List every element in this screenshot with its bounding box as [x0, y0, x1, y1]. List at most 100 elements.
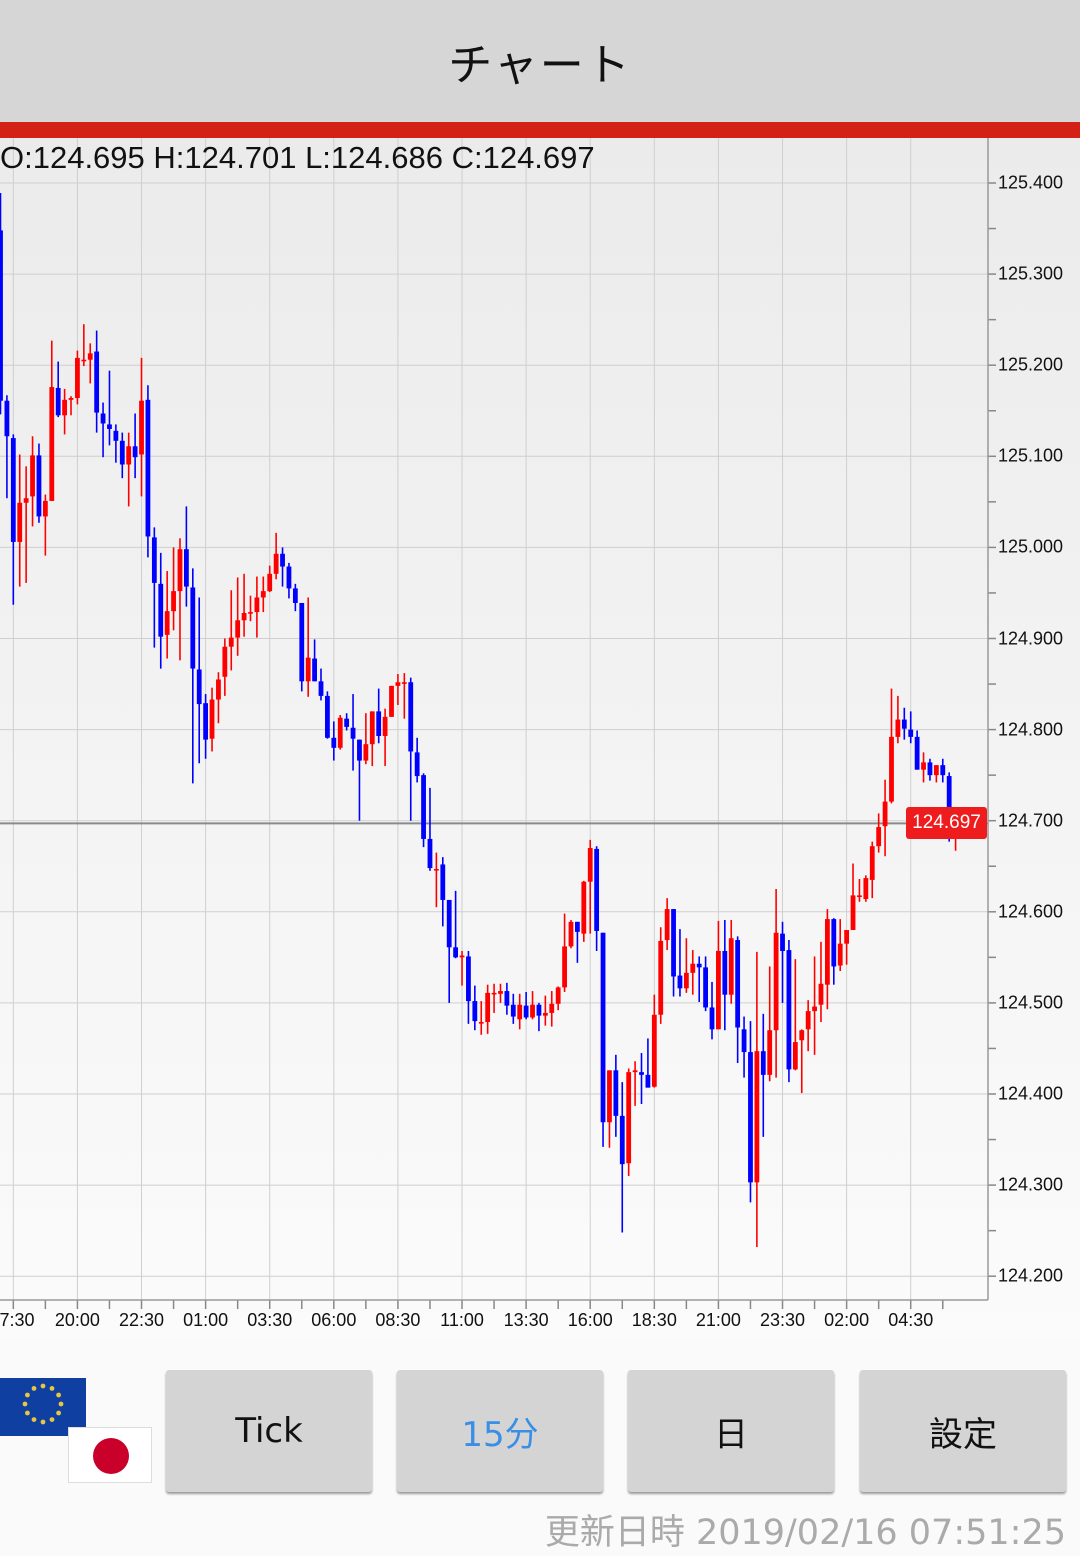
candle-body-down	[145, 399, 151, 537]
eu-flag-icon[interactable]	[0, 1378, 86, 1436]
candle-body-down	[600, 932, 606, 1123]
candle-body-down	[786, 950, 792, 1070]
candle-body-down	[613, 1070, 619, 1116]
x-tick-label: 01:00	[183, 1310, 229, 1330]
eu-star	[31, 1386, 37, 1391]
eu-stars-icon	[22, 1383, 64, 1425]
candle-body-up	[401, 682, 407, 684]
candle-body-up	[805, 1011, 811, 1030]
candle-body-up	[62, 399, 67, 416]
candle-body-up	[267, 573, 273, 592]
candle-body-down	[94, 351, 100, 413]
candle-body-up	[754, 1051, 760, 1183]
candle-body-down	[453, 947, 459, 958]
candle-body-down	[523, 1005, 529, 1018]
candle-body-up	[228, 637, 234, 647]
japan-flag-icon[interactable]	[68, 1427, 152, 1483]
candle-body-up	[549, 1003, 555, 1013]
candle-body-down	[575, 921, 580, 932]
y-tick-label: 125.000	[998, 536, 1064, 557]
x-tick-label: 06:00	[311, 1310, 357, 1330]
candle-body-down	[113, 430, 119, 441]
candle-body-down	[594, 848, 600, 931]
candle-body-down	[831, 919, 837, 967]
japan-flag-sun	[93, 1438, 129, 1474]
x-tick-label: 23:30	[759, 1310, 806, 1330]
candle-body-down	[908, 729, 914, 737]
candle-body-down	[466, 956, 471, 1002]
candle-body-up	[792, 1042, 798, 1070]
candle-body-up	[23, 498, 29, 503]
candle-body-down	[427, 838, 433, 869]
candle-body-up	[690, 963, 696, 973]
chart-canvas[interactable]	[0, 138, 1080, 1338]
candle-body-down	[286, 566, 292, 589]
candle-body-up	[933, 765, 939, 776]
candle-body-up	[126, 446, 132, 465]
candle-body-down	[183, 549, 189, 587]
candle-body-up	[517, 1004, 523, 1020]
candle-body-down	[190, 587, 196, 669]
candle-body-down	[132, 446, 138, 458]
x-tick-label: 22:30	[118, 1310, 165, 1330]
daily-button-label: 日	[714, 1414, 748, 1455]
candle-body-up	[542, 1012, 548, 1016]
candle-body-up	[305, 657, 311, 682]
candle-body-down	[107, 424, 112, 429]
candle-body-up	[876, 827, 882, 847]
candle-body-up	[273, 553, 279, 574]
eu-star	[22, 1401, 28, 1407]
candle-body-up	[248, 612, 253, 614]
candle-body-down	[36, 455, 42, 517]
candle-body-up	[728, 938, 734, 995]
x-tick-label: 18:30	[631, 1310, 677, 1330]
candle-body-up	[799, 1030, 805, 1041]
candle-body-up	[389, 685, 394, 717]
candle-body-down	[703, 967, 708, 1008]
candle-body-up	[87, 353, 93, 360]
candle-body-down	[318, 681, 324, 696]
candle-body-up	[683, 972, 689, 989]
candle-body-up	[767, 1030, 773, 1075]
candle-body-down	[645, 1074, 651, 1088]
last-updated-timestamp: 更新日時 2019/02/16 07:51:25	[544, 1513, 1066, 1553]
candle-body-up	[337, 717, 343, 748]
ohlc-readout: O:124.695 H:124.701 L:124.686 C:124.697	[0, 140, 595, 175]
candle-body-down	[196, 669, 202, 705]
15min-button[interactable]: 15分	[397, 1370, 603, 1492]
candle-body-up	[30, 455, 35, 497]
15min-button-label: 15分	[461, 1414, 539, 1455]
candle-body-down	[619, 1115, 625, 1165]
candle-body-up	[260, 591, 266, 598]
candlestick-chart[interactable]: O:124.695 H:124.701 L:124.686 C:124.697 …	[0, 138, 1080, 1338]
candle-body-down	[722, 950, 728, 995]
candle-body-down	[376, 711, 382, 736]
candle-body-up	[921, 762, 926, 770]
candle-body-up	[81, 359, 87, 362]
tick-button[interactable]: Tick	[166, 1370, 372, 1492]
candle-body-up	[491, 992, 497, 995]
x-tick-label: 03:30	[247, 1310, 293, 1330]
candle-body-up	[139, 400, 144, 455]
candle-body-down	[901, 719, 907, 729]
settings-button[interactable]: 設定	[860, 1370, 1066, 1492]
candle-body-down	[414, 752, 420, 777]
candle-body-down	[760, 1051, 766, 1075]
candle-body-down	[735, 940, 741, 1028]
y-tick-label: 125.400	[998, 172, 1064, 193]
y-tick-label: 125.300	[998, 263, 1064, 284]
candle-body-down	[780, 933, 785, 951]
candle-body-up	[498, 991, 503, 994]
candle-body-up	[241, 612, 247, 621]
candle-body-up	[382, 716, 388, 736]
eu-star	[40, 1383, 46, 1389]
candle-body-up	[530, 1004, 535, 1018]
candle-body-down	[927, 762, 933, 776]
y-tick-label: 124.400	[998, 1083, 1064, 1104]
daily-button[interactable]: 日	[628, 1370, 834, 1492]
x-tick-label: 04:30	[888, 1310, 934, 1330]
candle-body-up	[68, 397, 74, 400]
candle-body-down	[440, 864, 446, 900]
candle-body-up	[658, 940, 664, 1015]
candle-body-up	[209, 699, 215, 739]
